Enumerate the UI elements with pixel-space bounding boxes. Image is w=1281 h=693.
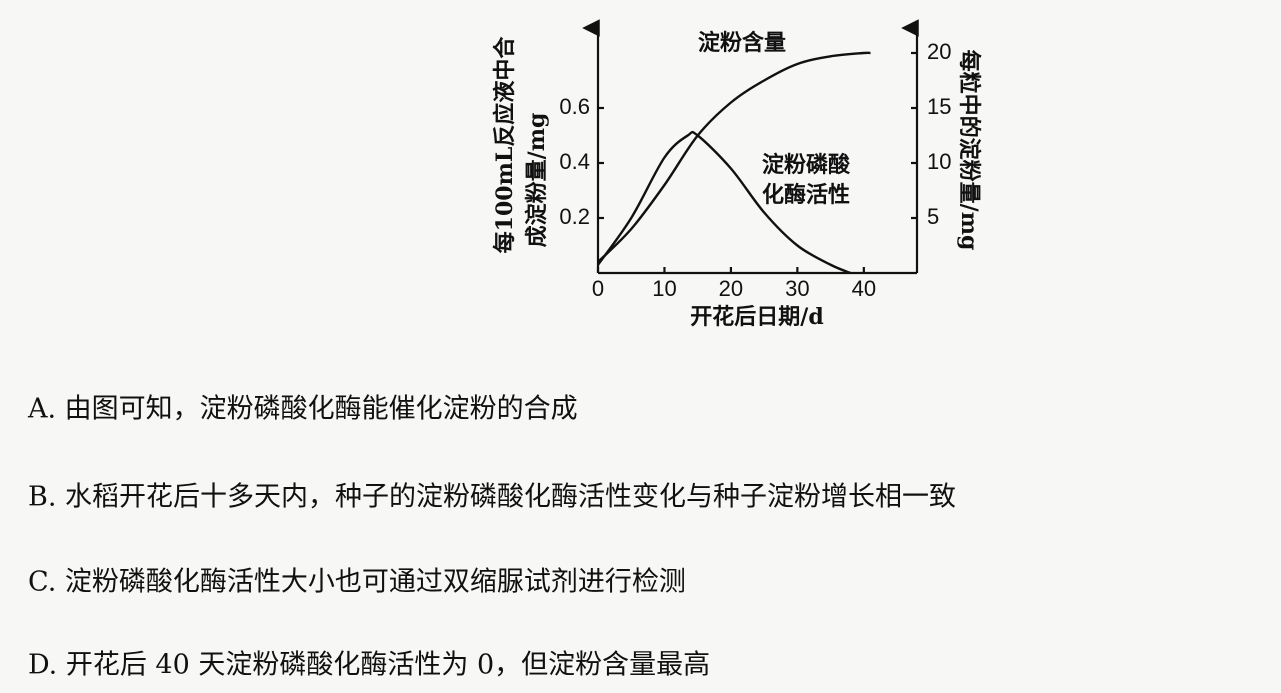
x-label: 开花后日期/d — [690, 304, 823, 330]
curve — [597, 130, 852, 275]
y2-label: 每粒中的淀粉量/mg — [956, 50, 982, 251]
y2-tick-label: 5 — [927, 204, 939, 229]
x-tick-label: 10 — [652, 276, 676, 301]
y-tick-label: 0.6 — [559, 94, 590, 119]
option: D. 开花后 40 天淀粉磷酸化酶活性为 0，但淀粉含量最高 — [28, 650, 710, 681]
curve — [597, 51, 871, 263]
y2-tick-label: 20 — [927, 39, 951, 64]
x-tick-label: 20 — [719, 276, 743, 301]
option: A. 由图可知，淀粉磷酸化酶能催化淀粉的合成 — [27, 394, 578, 425]
option: C. 淀粉磷酸化酶活性大小也可通过双缩脲试剂进行检测 — [28, 567, 686, 598]
y-tick-label: 0.2 — [559, 204, 590, 229]
annotation: 淀粉含量 — [698, 30, 786, 56]
y-tick-label: 0.4 — [559, 149, 590, 174]
x-tick-label: 40 — [852, 276, 876, 301]
x-tick-label: 30 — [785, 276, 809, 301]
x-tick-label: 0 — [592, 276, 604, 301]
y2-tick-label: 10 — [927, 149, 951, 174]
annotation: 淀粉磷酸 — [762, 152, 851, 178]
y-label: 每100mL反应液中合 — [492, 36, 518, 254]
annotation: 化酶活性 — [762, 182, 850, 208]
y2-tick-label: 15 — [927, 94, 951, 119]
option: B. 水稻开花后十多天内，种子的淀粉磷酸化酶活性变化与种子淀粉增长相一致 — [28, 482, 956, 513]
y-label: 成淀粉量/mg — [524, 113, 550, 248]
